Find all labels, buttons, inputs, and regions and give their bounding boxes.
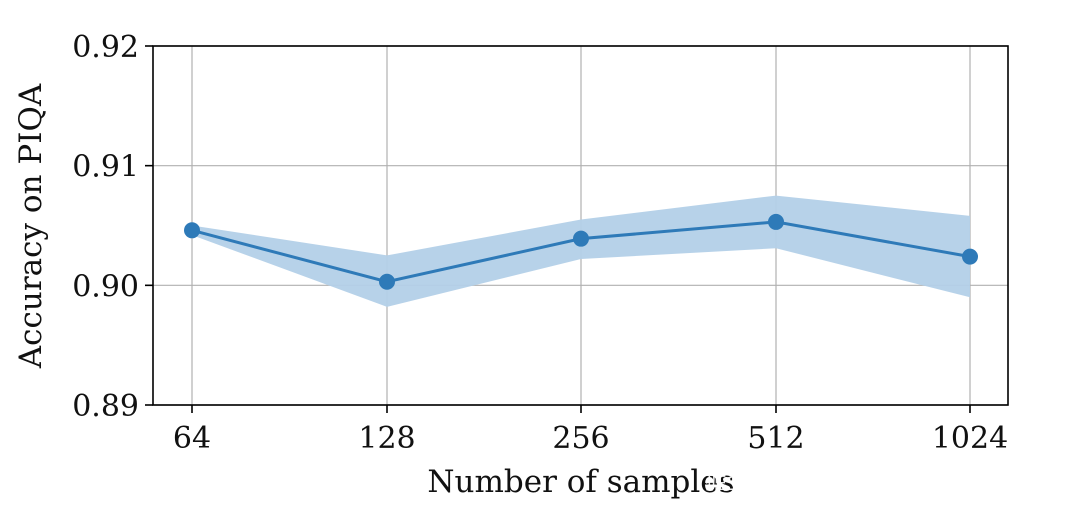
y-tick-label: 0.92: [72, 30, 139, 65]
y-axis-ticks: 0.89 0.90 0.91 0.92: [72, 30, 153, 424]
x-tick-label: 512: [747, 421, 804, 456]
data-point-128: [379, 273, 395, 290]
x-axis-ticks: 64 128 256 512 1024: [173, 405, 1008, 456]
x-tick-label: 256: [552, 421, 609, 456]
y-tick-label: 0.90: [72, 269, 139, 304]
data-points: [184, 213, 978, 290]
watermark-text: 掘金技术社区 @ 大模型微调Online: [705, 470, 1054, 495]
x-tick-label: 64: [173, 421, 211, 456]
y-tick-label: 0.91: [72, 150, 139, 185]
data-point-512: [768, 213, 784, 230]
y-axis-title: Accuracy on PIQA: [13, 83, 49, 369]
data-point-256: [573, 230, 589, 247]
data-point-64: [184, 222, 200, 239]
x-tick-label: 128: [358, 421, 415, 456]
x-axis-title: Number of samples: [427, 464, 734, 500]
data-point-1024: [962, 248, 978, 265]
x-tick-label: 1024: [932, 421, 1008, 456]
y-tick-label: 0.89: [72, 389, 139, 424]
